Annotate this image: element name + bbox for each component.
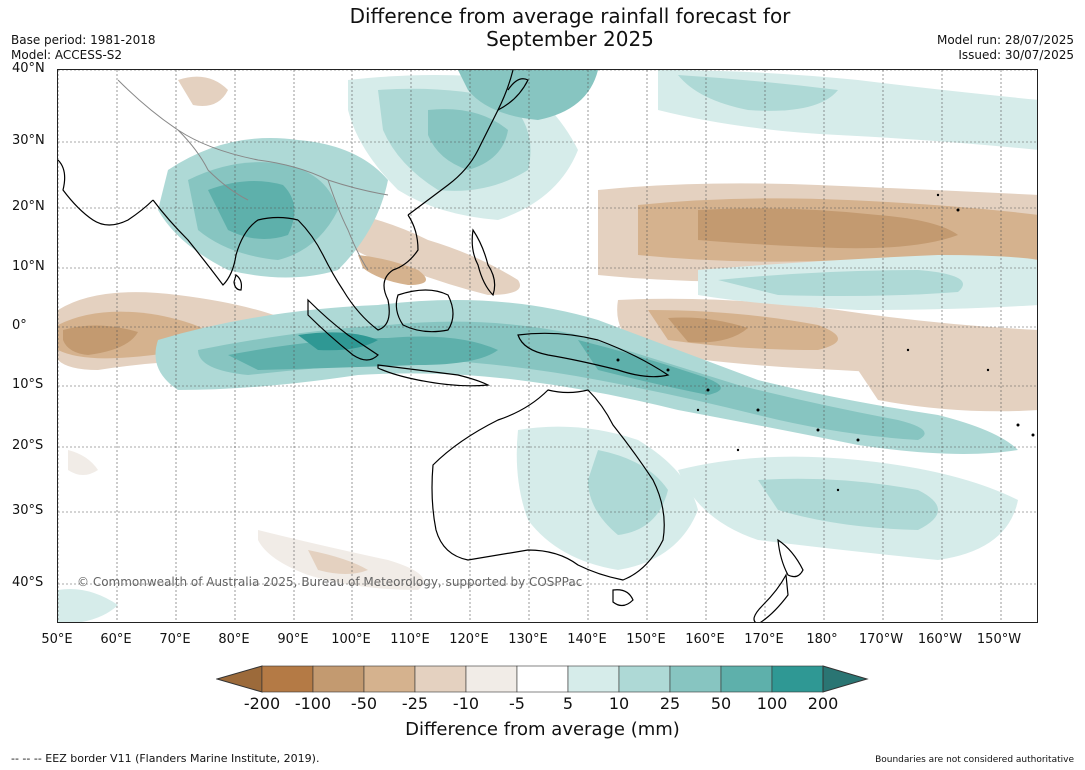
coastlines: [58, 70, 804, 622]
lat-label-30n: 30°N: [12, 133, 45, 148]
coastline-philippines: [471, 228, 496, 297]
colorbar-extend-high: [822, 665, 869, 693]
lon-label-150e: 150°E: [626, 632, 666, 647]
map-canvas: [58, 70, 1037, 622]
colorbar-cell: [720, 665, 773, 693]
coastline-japan: [497, 78, 529, 111]
colorbar-tick-5: 5: [562, 694, 574, 713]
colorbar-tick-200: 200: [807, 694, 839, 713]
colorbar-tick-neg200: -200: [243, 694, 281, 713]
copyright-notice: © Commonwealth of Australia 2025, Bureau…: [77, 575, 583, 589]
lat-label-10s: 10°S: [12, 377, 44, 392]
coastline-new-zealand-south: [753, 572, 789, 622]
coastline-arabia: [58, 159, 154, 226]
lon-label-160e: 160°E: [685, 632, 725, 647]
island-dots: [616, 193, 1035, 492]
rainfall-map: [57, 69, 1038, 623]
lat-label-0: 0°: [12, 318, 27, 333]
coastline-sri-lanka: [233, 274, 243, 291]
lat-label-10n: 10°N: [12, 259, 45, 274]
dry-region-bay-of-bengal-east: [338, 210, 520, 295]
lon-label-170w: 170°W: [858, 632, 904, 647]
lon-label-90e: 90°E: [277, 632, 309, 647]
issued-text: Issued: 30/07/2025: [958, 48, 1074, 62]
coastline-india: [152, 199, 299, 286]
lon-label-170e: 170°E: [744, 632, 784, 647]
colorbar-cell: [516, 665, 569, 693]
lon-label-100e: 100°E: [331, 632, 371, 647]
colorbar-tick-neg10: -10: [452, 694, 480, 713]
model-text: Model: ACCESS-S2: [11, 48, 123, 62]
colorbar: [216, 665, 869, 693]
lon-label-60e: 60°E: [100, 632, 132, 647]
lon-label-80e: 80°E: [218, 632, 250, 647]
coastline-southeast-asia: [297, 214, 419, 331]
dry-region-south-pacific: [858, 367, 1037, 412]
colorbar-tick-100: 100: [756, 694, 788, 713]
coastline-new-zealand-north: [777, 538, 804, 578]
wet-anomaly-regions: [58, 70, 1037, 622]
colorbar-tick-10: 10: [608, 694, 630, 713]
colorbar-cell: [771, 665, 824, 693]
colorbar-extend-low: [216, 665, 263, 693]
base-period-text: Base period: 1981-2018: [11, 33, 156, 47]
eez-border-note: -- -- -- EEZ border V11 (Flanders Marine…: [11, 752, 320, 765]
colorbar-cell: [363, 665, 416, 693]
colorbar-tick-neg100: -100: [294, 694, 332, 713]
lat-label-20s: 20°S: [12, 438, 44, 453]
title-line-1: Difference from average rainfall forecas…: [349, 4, 791, 28]
coastline-java: [377, 364, 491, 387]
colorbar-tick-25: 25: [659, 694, 681, 713]
model-run-text: Model run: 28/07/2025: [936, 33, 1074, 47]
colorbar-tick-neg25: -25: [401, 694, 429, 713]
colorbar-cell: [312, 665, 365, 693]
lat-label-40s: 40°S: [12, 575, 44, 590]
lon-label-120e: 120°E: [449, 632, 489, 647]
meta-right: Model run: 28/07/2025 Issued: 30/07/2025: [937, 33, 1074, 63]
colorbar-cell: [567, 665, 620, 693]
title-line-2: September 2025: [486, 27, 654, 51]
graticule: [58, 70, 1037, 622]
coastline-china: [407, 70, 514, 216]
lon-label-130e: 130°E: [508, 632, 548, 647]
coastline-tasmania: [612, 589, 634, 607]
colorbar-cell: [414, 665, 467, 693]
colorbar-cell: [261, 665, 314, 693]
coastline-borneo: [395, 289, 454, 333]
lon-label-110e: 110°E: [390, 632, 430, 647]
colorbar-tick-neg50: -50: [350, 694, 378, 713]
colorbar-cell: [669, 665, 722, 693]
colorbar-tick-neg5: -5: [509, 694, 525, 713]
colorbar-cell: [465, 665, 518, 693]
lon-label-180: 180°: [806, 632, 838, 647]
lon-label-140e: 140°E: [567, 632, 607, 647]
lat-label-40n: 40°N: [12, 61, 45, 76]
colorbar-tick-50: 50: [710, 694, 732, 713]
map-title: Difference from average rainfall forecas…: [270, 5, 870, 51]
colorbar-cells: [216, 665, 869, 693]
coastline-australia: [431, 389, 665, 581]
lat-label-30s: 30°S: [12, 503, 44, 518]
coastline-new-guinea: [517, 332, 670, 378]
lon-label-160w: 160°W: [917, 632, 963, 647]
country-borders: [117, 79, 389, 271]
meta-left: Base period: 1981-2018 Model: ACCESS-S2: [11, 33, 156, 63]
lat-label-20n: 20°N: [12, 199, 45, 214]
colorbar-cell: [618, 665, 671, 693]
lon-label-50e: 50°E: [41, 632, 73, 647]
coastline-sumatra: [307, 298, 379, 361]
lon-label-150w: 150°W: [976, 632, 1022, 647]
lon-label-70e: 70°E: [159, 632, 191, 647]
boundaries-disclaimer: Boundaries are not considered authoritat…: [875, 755, 1074, 765]
colorbar-label: Difference from average (mm): [405, 719, 680, 740]
